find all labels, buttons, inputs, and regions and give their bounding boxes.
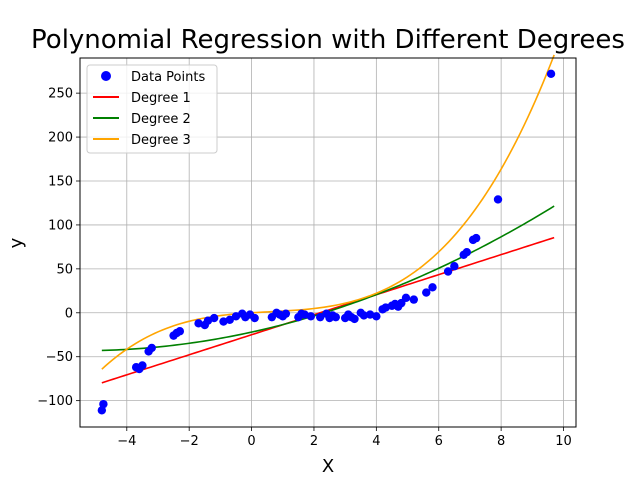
- data-point: [493, 195, 503, 204]
- data-point: [450, 262, 459, 271]
- legend-label-degree-3: Degree 3: [131, 133, 191, 148]
- data-point: [428, 283, 437, 292]
- y-tick-label: 50: [56, 262, 73, 277]
- data-point: [443, 267, 453, 276]
- y-tick-label: −100: [37, 394, 73, 409]
- legend-label-data-points: Data Points: [131, 70, 205, 85]
- data-point: [147, 343, 156, 353]
- data-point: [209, 313, 219, 323]
- legend-box: [86, 64, 218, 154]
- y-tick-label: 100: [48, 218, 73, 233]
- data-points: [97, 69, 556, 415]
- data-point: [281, 309, 291, 318]
- data-point: [401, 293, 411, 303]
- plot-frame: [79, 57, 577, 428]
- data-point: [331, 312, 340, 322]
- x-tick-label: 8: [497, 434, 505, 449]
- data-point: [250, 313, 259, 323]
- data-point: [471, 233, 481, 243]
- x-axis-label: X: [322, 456, 334, 477]
- data-point: [138, 361, 147, 370]
- x-tick-label: 0: [247, 434, 255, 449]
- data-point: [350, 314, 359, 324]
- data-point: [99, 399, 108, 409]
- y-tick-label: 200: [48, 131, 73, 146]
- data-point: [359, 311, 369, 320]
- legend-label-degree-2: Degree 2: [131, 112, 191, 127]
- legend-label-degree-1: Degree 1: [131, 91, 191, 106]
- data-point: [306, 312, 316, 321]
- data-point: [225, 315, 234, 325]
- data-point: [462, 247, 472, 257]
- legend: Data Points Degree 1 Degree 2 Degree 3: [86, 64, 218, 154]
- data-point: [316, 312, 325, 322]
- data-point: [422, 288, 431, 297]
- legend-marker-data-points: [101, 71, 111, 81]
- series-line-degree-3: [101, 54, 555, 370]
- data-point: [372, 312, 381, 321]
- x-tick-label: 2: [310, 434, 318, 449]
- x-tick-label: 4: [372, 434, 380, 449]
- chart-title: Polynomial Regression with Different Deg…: [31, 25, 625, 55]
- x-tick-label: −2: [180, 434, 199, 449]
- data-point: [546, 69, 556, 79]
- data-point: [175, 327, 185, 336]
- x-tick-label: −4: [117, 434, 136, 449]
- y-tick-label: −50: [46, 350, 73, 365]
- y-axis-label: y: [6, 237, 27, 248]
- axis-ticks: −4 −2 0 2 4 6 8 10 −100 −50 0 50 100 150 200 250: [37, 87, 572, 449]
- data-point: [409, 295, 418, 304]
- y-tick-label: 0: [65, 306, 73, 321]
- x-tick-label: 10: [555, 434, 572, 449]
- x-tick-label: 6: [435, 434, 443, 449]
- y-tick-label: 250: [48, 87, 73, 102]
- y-tick-label: 150: [48, 175, 73, 190]
